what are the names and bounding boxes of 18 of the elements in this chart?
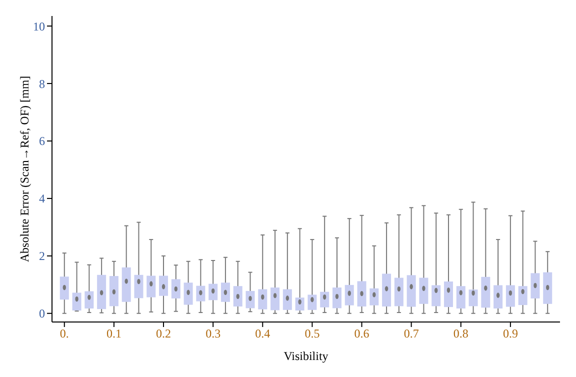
x-tick-label: 0.4 [255, 326, 270, 341]
y-tick-label: 10 [33, 19, 45, 34]
y-tick-label: 2 [39, 249, 45, 264]
x-tick-label: 0. [60, 326, 69, 341]
x-tick-label: 0.8 [453, 326, 468, 341]
y-tick-label: 6 [39, 134, 45, 148]
x-axis-title: Visibility [284, 349, 328, 363]
x-tick-label: 0.5 [304, 326, 320, 341]
x-tick-label: 0.9 [502, 326, 518, 341]
x-tick-label: 0.3 [206, 326, 221, 341]
x-tick-label: 0.6 [354, 326, 370, 341]
y-tick-label: 0 [39, 306, 45, 321]
x-tick-label: 0.1 [106, 326, 122, 341]
x-tick-label: 0.2 [156, 326, 172, 341]
x-tick-label: 0.7 [404, 326, 419, 341]
y-tick-label: 8 [39, 76, 45, 91]
y-tick-label: 4 [39, 192, 45, 206]
y-axis-title: Absolute Error (Scan→Ref, OF) [mm] [17, 76, 32, 262]
